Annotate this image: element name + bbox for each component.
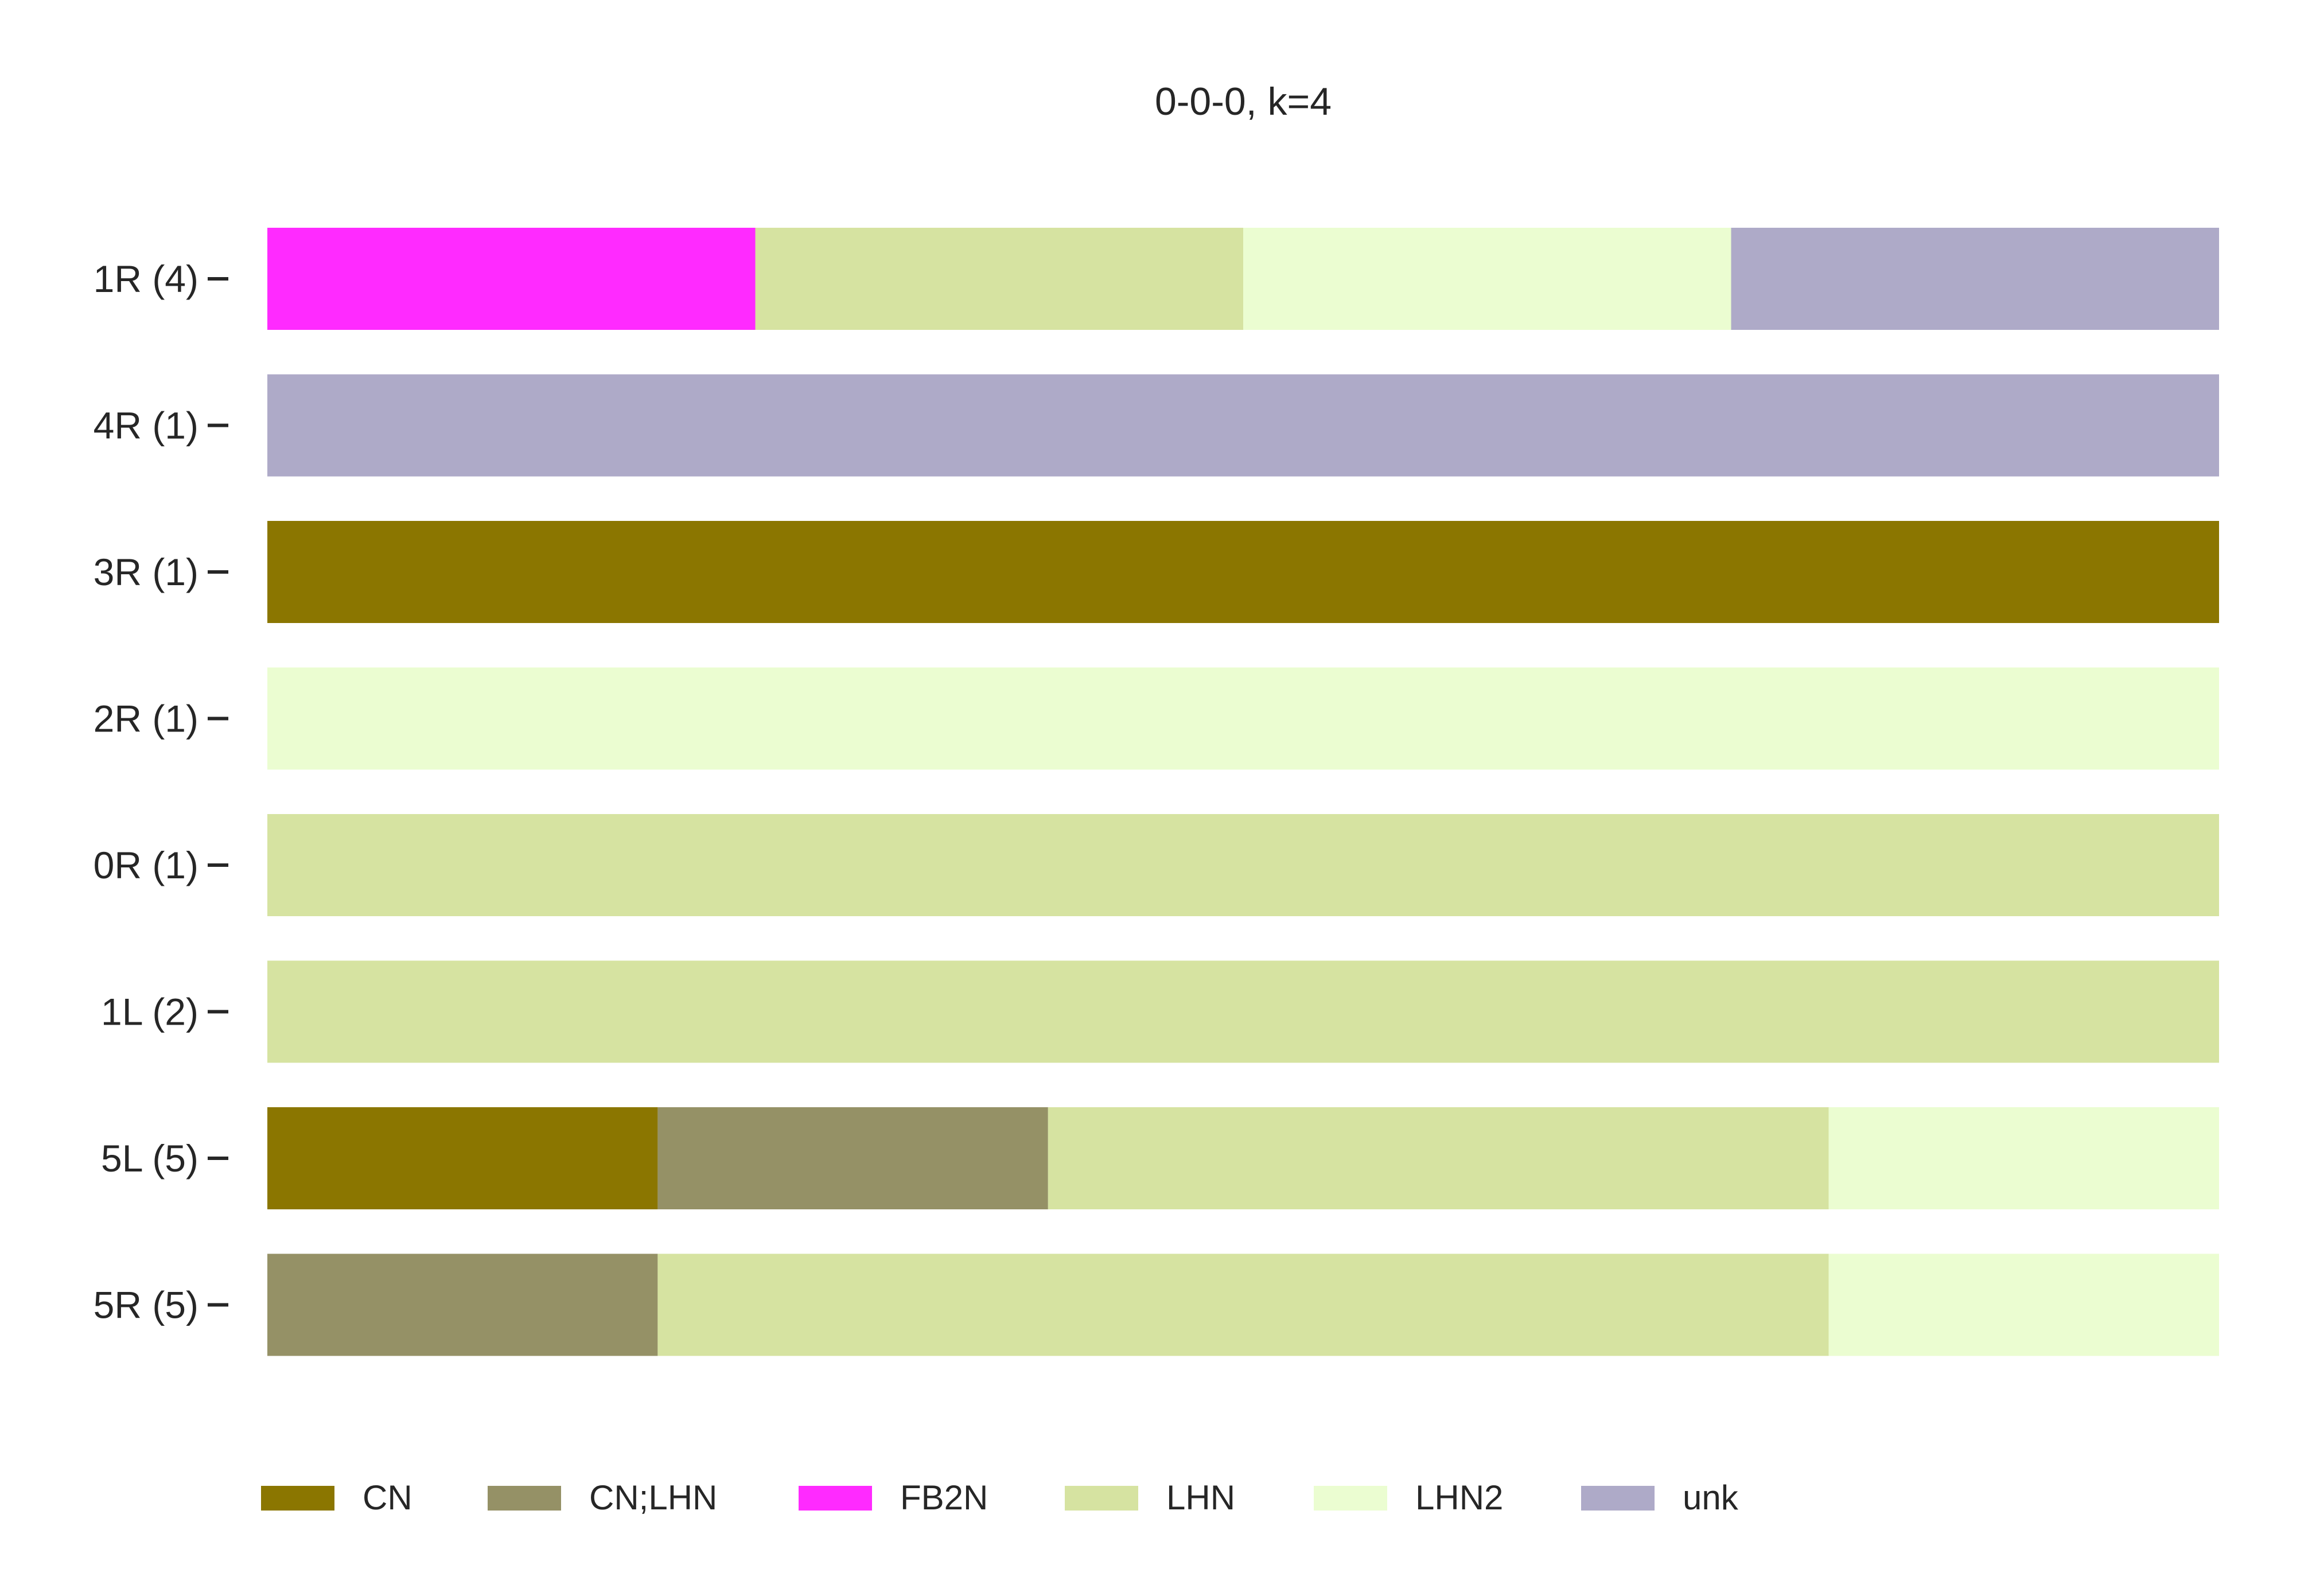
bar-segment-4-3	[267, 814, 2219, 916]
bar-segment-0-4	[1243, 228, 1731, 330]
legend-label: FB2N	[900, 1478, 988, 1517]
y-tick-label: 1L (2)	[101, 991, 198, 1033]
bar-segment-7-4	[1828, 1254, 2219, 1356]
legend-label: LHN	[1166, 1478, 1235, 1517]
bar-segment-7-3	[657, 1254, 1829, 1356]
legend-label: unk	[1683, 1478, 1739, 1517]
y-tick-label: 1R (4)	[94, 258, 198, 300]
y-tick-label: 5R (5)	[94, 1284, 198, 1326]
legend-label: CN	[363, 1478, 412, 1517]
bar-segment-0-5	[1731, 228, 2219, 330]
y-tick-label: 5L (5)	[101, 1137, 198, 1180]
legend-label: LHN2	[1415, 1478, 1503, 1517]
bar-segment-1-5	[267, 374, 2219, 477]
y-axis: 1R (4) 4R (1) 3R (1) 2R (1) 0R (1) 1L (2) 5L (…	[94, 258, 228, 1326]
bar-segment-6-1	[657, 1107, 1048, 1209]
y-tick-label: 0R (1)	[94, 844, 198, 886]
bar-segment-3-4	[267, 667, 2219, 770]
bar-segment-0-3	[755, 228, 1243, 330]
legend-swatch	[1065, 1486, 1138, 1511]
legend-swatch	[488, 1486, 561, 1511]
y-tick-label: 2R (1)	[94, 698, 198, 740]
bar-segment-6-4	[1828, 1107, 2219, 1209]
chart-title: 0-0-0, k=4	[1155, 80, 1332, 123]
plot-area	[267, 228, 2219, 1356]
legend: CN CN;LHN FB2N LHN LHN2 unk	[261, 1478, 1739, 1517]
legend-swatch	[1581, 1486, 1655, 1511]
legend-swatch	[799, 1486, 872, 1511]
bar-segment-2-0	[267, 521, 2219, 623]
legend-swatch	[1314, 1486, 1387, 1511]
bar-segment-6-3	[1048, 1107, 1829, 1209]
bar-segment-6-0	[267, 1107, 658, 1209]
legend-swatch	[261, 1486, 334, 1511]
y-tick-label: 4R (1)	[94, 404, 198, 447]
bar-segment-5-3	[267, 960, 2219, 1063]
bar-segment-7-1	[267, 1254, 658, 1356]
y-tick-label: 3R (1)	[94, 551, 198, 593]
bar-segment-0-2	[267, 228, 756, 330]
legend-label: CN;LHN	[589, 1478, 717, 1517]
